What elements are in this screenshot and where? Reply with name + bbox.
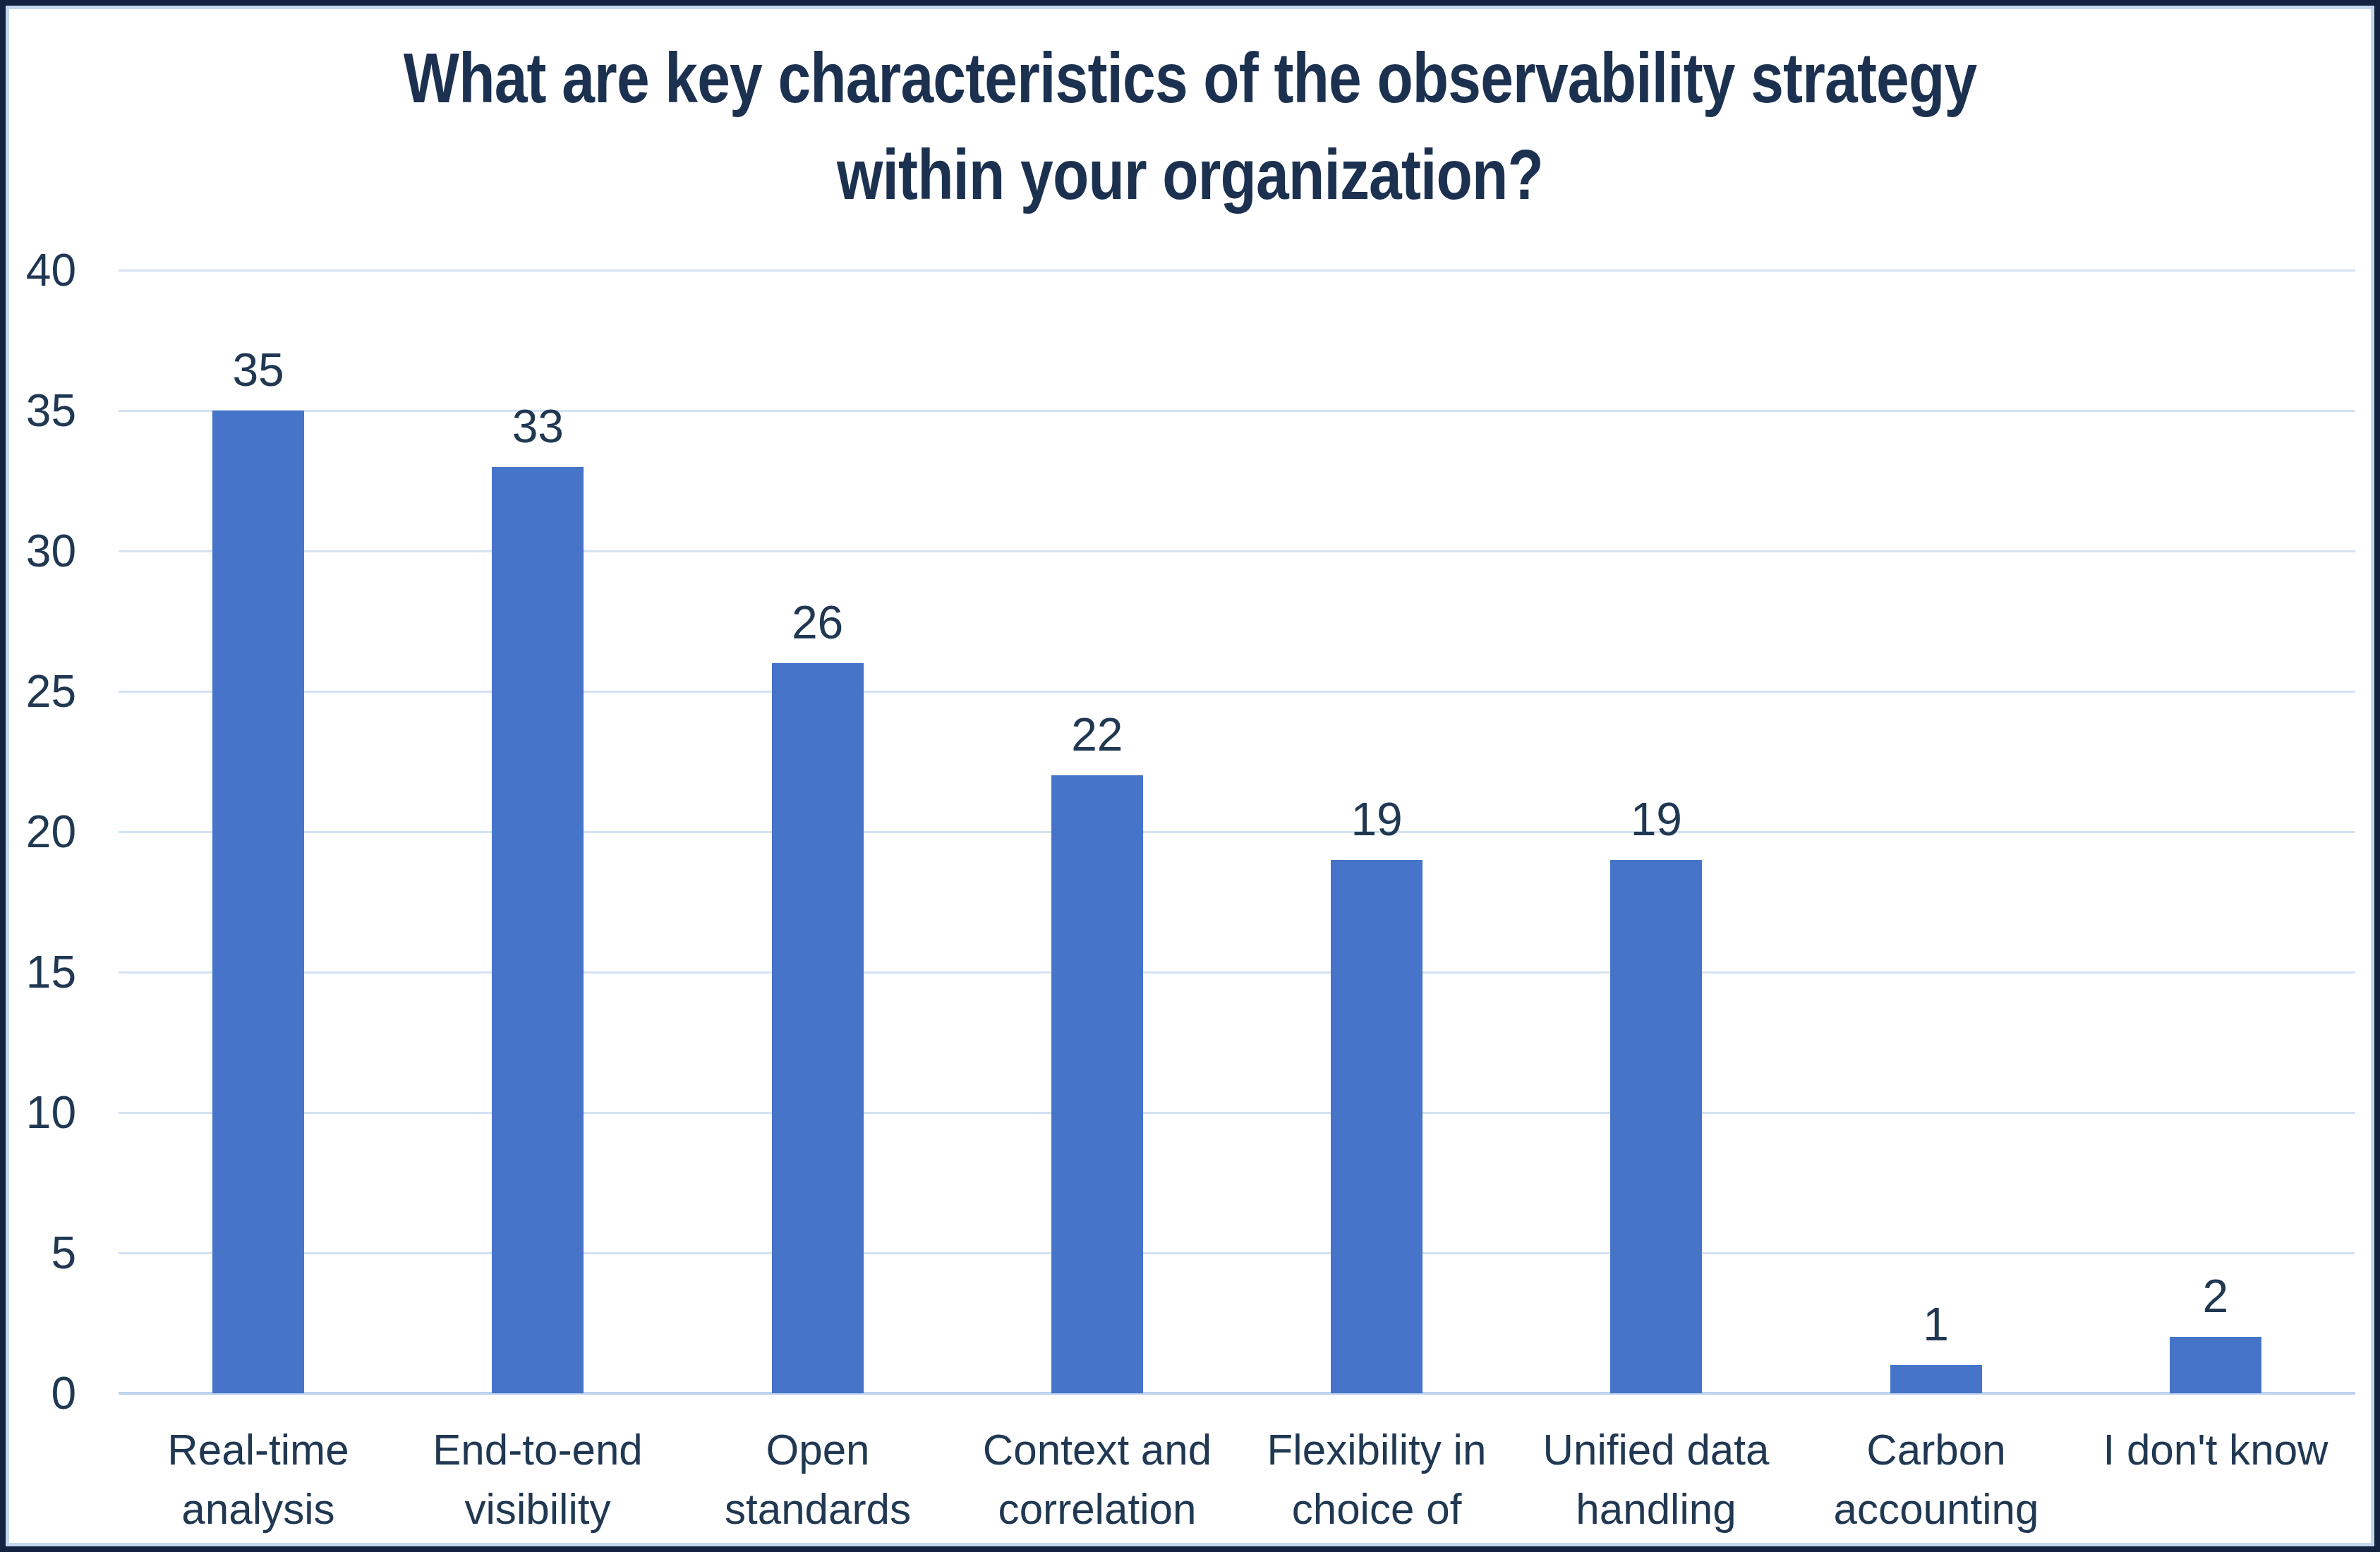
category-label: Flexibility in choice of tools <box>1247 1420 1507 1552</box>
gridline <box>119 971 2355 974</box>
gridline <box>119 691 2355 693</box>
plot-area: 35Real-time analysis33End-to-end visibil… <box>119 270 2355 1393</box>
bar-value-label: 22 <box>958 705 1237 764</box>
bar <box>212 411 304 1393</box>
gridline <box>119 269 2355 272</box>
bar <box>1610 860 1702 1393</box>
bar-value-label: 19 <box>1237 789 1516 849</box>
category-label: End-to-end visibility <box>408 1420 668 1539</box>
bar <box>1331 860 1422 1393</box>
gridline <box>119 550 2355 552</box>
bar <box>492 467 584 1393</box>
bar-value-label: 35 <box>119 340 398 399</box>
bar-value-label: 19 <box>1516 789 1796 849</box>
bar-value-label: 26 <box>678 593 958 652</box>
bar-value-label: 1 <box>1796 1295 2076 1354</box>
y-tick-label: 15 <box>6 942 76 1002</box>
chart-title-line-2: within your organization? <box>195 126 2185 223</box>
gridline <box>119 1252 2355 1254</box>
category-label: Carbon accounting <box>1806 1420 2066 1539</box>
bar <box>1890 1365 1982 1393</box>
chart-frame: What are key characteristics of the obse… <box>0 0 2380 1552</box>
bar <box>1051 775 1143 1393</box>
y-tick-label: 40 <box>6 241 76 300</box>
chart-title-line-1: What are key characteristics of the obse… <box>195 30 2185 126</box>
y-tick-label: 25 <box>6 662 76 721</box>
bar-value-label: 33 <box>398 396 677 456</box>
category-label: Unified data handling <box>1526 1420 1787 1539</box>
gridline <box>119 1112 2355 1114</box>
y-tick-label: 5 <box>6 1223 76 1283</box>
chart-title: What are key characteristics of the obse… <box>195 30 2185 223</box>
category-label: Open standards <box>687 1420 948 1539</box>
bar-value-label: 2 <box>2076 1266 2355 1326</box>
bar <box>2170 1337 2261 1393</box>
y-tick-label: 20 <box>6 802 76 861</box>
bar <box>772 663 864 1393</box>
y-tick-label: 10 <box>6 1083 76 1142</box>
y-tick-label: 30 <box>6 521 76 581</box>
x-axis-line <box>119 1392 2355 1395</box>
y-tick-label: 35 <box>6 381 76 440</box>
category-label: I don't know <box>2086 1420 2346 1479</box>
category-label: Real-time analysis <box>128 1420 389 1539</box>
y-tick-label: 0 <box>6 1364 76 1423</box>
category-label: Context and correlation <box>967 1420 1228 1539</box>
